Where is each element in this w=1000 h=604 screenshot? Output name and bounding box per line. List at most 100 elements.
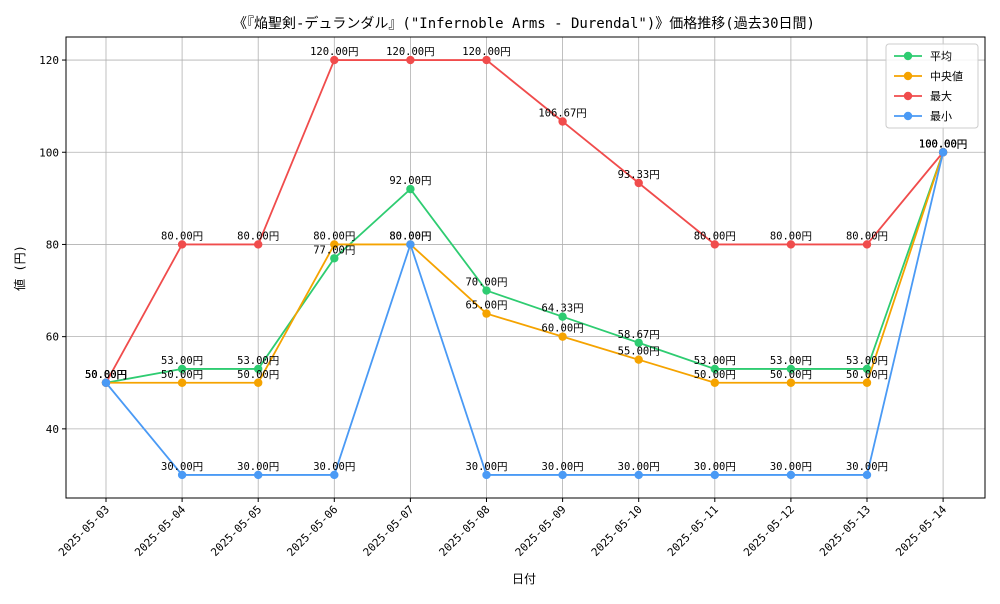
- legend-marker: [903, 111, 913, 121]
- series-marker-3: [330, 470, 339, 480]
- data-label-3: 50.00円: [85, 369, 127, 381]
- series-layer: [101, 55, 948, 480]
- data-label-1: 50.00円: [237, 369, 279, 381]
- plot-frame: [65, 36, 986, 499]
- legend-label: 中央値: [930, 70, 963, 83]
- series-marker-3: [254, 470, 263, 480]
- series-marker-2: [177, 240, 187, 249]
- data-label-3: 30.00円: [237, 461, 279, 473]
- x-tick-label: 2025-05-07: [360, 503, 416, 559]
- series-marker-2: [330, 55, 339, 65]
- series-marker-3: [938, 148, 948, 157]
- series-marker-3: [177, 470, 187, 480]
- series-marker-2: [558, 117, 567, 126]
- data-label-1: 80.00円: [313, 230, 355, 242]
- series-marker-3: [710, 470, 719, 480]
- series-marker-3: [558, 470, 567, 480]
- data-label-2: 120.00円: [310, 46, 358, 58]
- legend-label: 最小: [930, 110, 952, 123]
- x-tick-label: 2025-05-11: [665, 503, 721, 559]
- data-label-1: 50.00円: [770, 369, 812, 381]
- data-label-2: 120.00円: [462, 46, 510, 58]
- data-label-3: 100.00円: [919, 138, 967, 150]
- series-marker-0: [406, 184, 415, 194]
- x-tick-label: 2025-05-06: [284, 503, 340, 559]
- grid: [66, 37, 985, 498]
- data-label-2: 80.00円: [237, 230, 279, 242]
- data-label-1: 50.00円: [846, 369, 888, 381]
- x-tick-label: 2025-05-14: [893, 503, 949, 559]
- y-tick-label: 120: [39, 54, 59, 67]
- data-label-3: 30.00円: [161, 461, 203, 473]
- chart-title: 《『焔聖剣-デュランダル』("Infernoble Arms - Durenda…: [233, 15, 815, 32]
- series-marker-3: [101, 378, 111, 387]
- legend-label: 平均: [930, 50, 952, 63]
- data-label-3: 30.00円: [846, 461, 888, 473]
- x-tick-label: 2025-05-10: [589, 503, 645, 559]
- series-line-3: [105, 152, 944, 476]
- data-label-0: 53.00円: [161, 355, 203, 367]
- data-label-3: 30.00円: [618, 461, 660, 473]
- series-marker-2: [634, 178, 643, 188]
- data-label-1: 50.00円: [85, 369, 127, 381]
- series-marker-3: [786, 470, 796, 480]
- y-tick-label: 40: [46, 423, 59, 436]
- series-marker-0: [330, 254, 339, 263]
- y-tick-label: 100: [39, 146, 59, 159]
- series-marker-1: [482, 309, 491, 318]
- data-label-0: 70.00円: [465, 277, 507, 289]
- y-axis-label: 値 (円): [12, 245, 27, 291]
- series-marker-0: [254, 364, 263, 374]
- data-label-1: 60.00円: [542, 323, 584, 335]
- series-marker-1: [710, 378, 719, 387]
- series-marker-0: [177, 364, 187, 374]
- legend-marker: [903, 71, 913, 81]
- series-marker-2: [710, 240, 719, 249]
- data-label-2: 50.00円: [85, 369, 127, 381]
- data-label-0: 100.00円: [919, 138, 967, 150]
- legend-marker: [903, 91, 913, 101]
- x-tick-label: 2025-05-08: [437, 503, 493, 559]
- x-tick-label: 2025-05-03: [56, 503, 112, 559]
- data-label-2: 80.00円: [770, 230, 812, 242]
- series-marker-0: [710, 364, 719, 374]
- legend-box: [885, 43, 979, 129]
- series-marker-3: [482, 470, 491, 480]
- y-tick-label: 80: [46, 238, 59, 251]
- series-marker-0: [558, 312, 567, 321]
- data-label-1: 100.00円: [919, 138, 967, 150]
- data-label-2: 80.00円: [694, 230, 736, 242]
- data-label-0: 53.00円: [237, 355, 279, 367]
- series-marker-3: [406, 240, 415, 249]
- series-marker-3: [862, 470, 872, 480]
- series-marker-1: [862, 378, 872, 387]
- series-marker-1: [786, 378, 796, 387]
- legend-label: 最大: [930, 89, 952, 103]
- data-label-2: 80.00円: [846, 230, 888, 242]
- data-label-0: 53.00円: [770, 355, 812, 367]
- data-label-2: 120.00円: [386, 46, 434, 58]
- data-label-3: 30.00円: [313, 461, 355, 473]
- data-label-1: 55.00円: [618, 346, 660, 358]
- y-tick-label: 60: [46, 331, 59, 344]
- data-label-0: 53.00円: [694, 355, 736, 367]
- data-label-3: 80.00円: [389, 230, 431, 242]
- data-label-0: 58.67円: [618, 329, 660, 341]
- series-marker-0: [862, 364, 872, 374]
- series-marker-2: [406, 55, 415, 65]
- data-label-2: 80.00円: [161, 230, 203, 242]
- x-tick-label: 2025-05-04: [132, 503, 188, 559]
- series-marker-1: [558, 332, 567, 341]
- data-label-3: 30.00円: [770, 461, 812, 473]
- data-label-1: 80.00円: [389, 230, 431, 242]
- series-marker-1: [177, 378, 187, 387]
- x-tick-label: 2025-05-12: [741, 503, 797, 559]
- series-marker-0: [634, 338, 643, 347]
- series-marker-0: [786, 364, 796, 374]
- data-label-1: 50.00円: [161, 369, 203, 381]
- data-label-1: 50.00円: [694, 369, 736, 381]
- series-marker-1: [330, 240, 339, 249]
- x-axis-label: 日付: [512, 572, 536, 586]
